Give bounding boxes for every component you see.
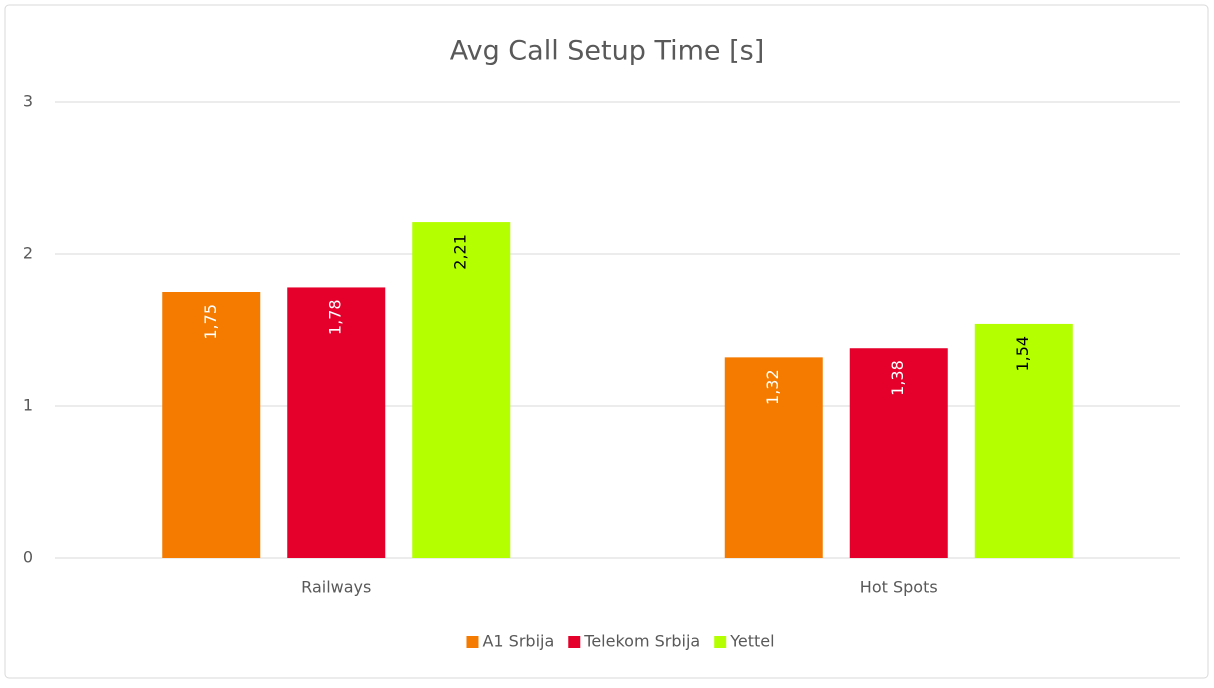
value-label: 1,32 — [763, 369, 782, 405]
bar — [974, 323, 1073, 558]
value-label: 1,78 — [326, 299, 345, 335]
legend-swatch — [714, 636, 727, 648]
value-label: 1,75 — [201, 304, 220, 340]
legend-swatch — [568, 636, 581, 648]
bar — [162, 292, 261, 558]
bar — [849, 348, 948, 558]
y-tick-label: 0 — [23, 548, 33, 567]
y-tick-label: 2 — [23, 244, 33, 263]
bar — [412, 222, 511, 558]
legend-label: A1 Srbija — [482, 632, 554, 651]
value-label: 1,54 — [1013, 336, 1032, 372]
y-tick-label: 3 — [23, 92, 33, 111]
value-label: 1,38 — [888, 360, 907, 396]
x-tick-label: Railways — [301, 578, 371, 597]
legend-swatch — [466, 636, 479, 648]
bar — [287, 287, 386, 558]
bar — [724, 357, 823, 558]
chart-title: Avg Call Setup Time [s] — [450, 36, 765, 67]
value-label: 2,21 — [451, 234, 470, 270]
legend-label: Telekom Srbija — [583, 632, 700, 651]
y-tick-label: 1 — [23, 396, 33, 415]
legend-label: Yettel — [729, 632, 774, 651]
x-tick-label: Hot Spots — [860, 578, 938, 597]
